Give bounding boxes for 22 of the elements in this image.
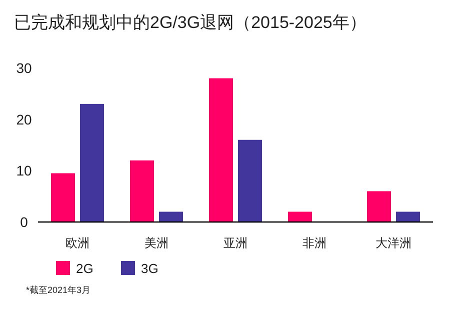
y-tick-label: 0	[20, 214, 28, 230]
x-tick-label: 非洲	[302, 236, 326, 250]
y-tick-label: 20	[16, 111, 32, 128]
x-tick-label: 欧洲	[66, 236, 90, 250]
x-tick-label: 美洲	[144, 236, 168, 250]
bar	[130, 160, 154, 222]
bar	[80, 104, 104, 222]
legend-label: 2G	[76, 261, 94, 276]
text: *截至2021年3月	[26, 285, 91, 295]
y-tick-label: 10	[16, 162, 32, 179]
bar	[238, 140, 262, 222]
bar	[288, 212, 312, 222]
bar	[209, 78, 233, 222]
bar	[396, 212, 420, 222]
bar	[51, 173, 75, 222]
x-tick-label: 大洋洲	[376, 236, 412, 250]
chart-title: 已完成和规划中的2G/3G退网（2015-2025年）	[14, 13, 366, 32]
x-tick-label: 亚洲	[224, 236, 248, 250]
y-tick-label: 30	[16, 60, 32, 76]
bar	[367, 191, 391, 222]
bar	[159, 212, 183, 222]
legend-label: 3G	[141, 261, 158, 276]
